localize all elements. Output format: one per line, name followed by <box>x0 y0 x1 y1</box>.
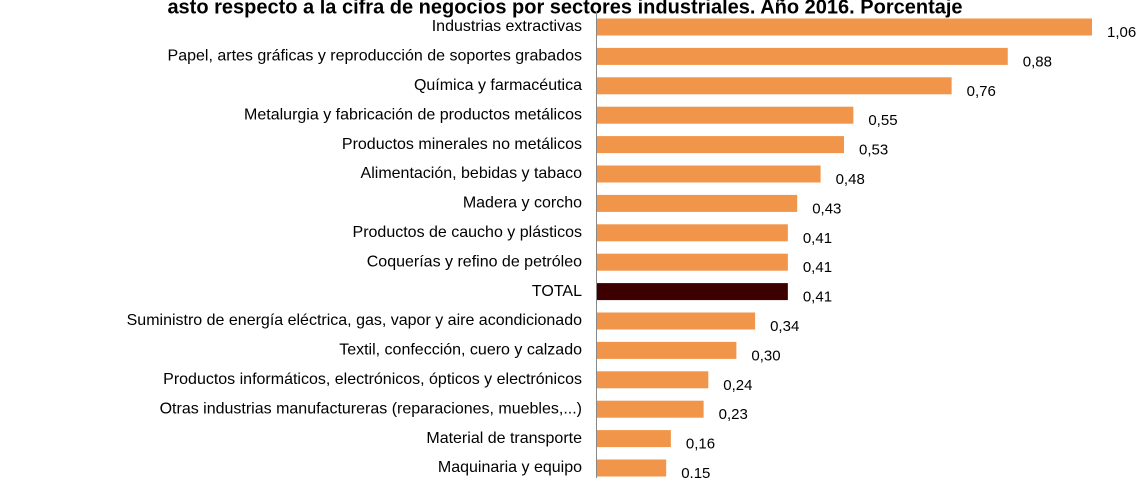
value-label: 0,16 <box>686 436 715 453</box>
value-label: 0,53 <box>859 142 888 159</box>
value-label: 0,24 <box>723 377 752 394</box>
bar <box>597 106 854 124</box>
value-label: 0,41 <box>803 230 832 247</box>
category-label: Maquinaria y equipo <box>438 459 582 476</box>
bar <box>597 371 709 389</box>
value-label: 0,55 <box>868 112 897 129</box>
category-label: Textil, confección, cuero y calzado <box>339 342 582 359</box>
bar <box>597 224 788 242</box>
value-label: 0,30 <box>751 347 780 364</box>
bar <box>597 400 704 418</box>
category-label: TOTAL <box>532 283 582 300</box>
value-label: 0,41 <box>803 259 832 276</box>
value-label: 0,23 <box>719 406 748 423</box>
bar <box>597 18 1092 36</box>
bar <box>597 194 798 212</box>
value-label: 0,48 <box>836 171 865 188</box>
bar <box>597 341 737 359</box>
category-label: Industrias extractivas <box>432 18 582 35</box>
value-label: 0,88 <box>1023 53 1052 70</box>
category-label: Papel, artes gráficas y reproducción de … <box>168 48 582 65</box>
bar <box>597 459 667 477</box>
bar <box>597 165 821 183</box>
category-label: Otras industrias manufactureras (reparac… <box>160 400 582 417</box>
category-label: Productos informáticos, electrónicos, óp… <box>163 371 582 388</box>
category-label: Material de transporte <box>426 430 582 447</box>
bar <box>597 312 756 330</box>
category-label: Productos minerales no metálicos <box>342 136 582 153</box>
chart-title: asto respecto a la cifra de negocios por… <box>167 0 962 18</box>
value-label: 0,41 <box>803 289 832 306</box>
category-label: Alimentación, bebidas y tabaco <box>361 165 583 182</box>
value-label: 0,15 <box>681 465 710 478</box>
bar <box>597 77 952 95</box>
value-label: 0,43 <box>812 200 841 217</box>
bar <box>597 47 1008 65</box>
value-label: 0,34 <box>770 318 799 335</box>
category-label: Productos de caucho y plásticos <box>353 224 582 241</box>
category-label: Metalurgia y fabricación de productos me… <box>244 106 582 123</box>
category-label: Coquerías y refino de petróleo <box>367 253 582 270</box>
bar <box>597 136 844 154</box>
category-label: Química y farmacéutica <box>414 77 582 94</box>
category-label: Madera y corcho <box>463 195 582 212</box>
bar <box>597 430 671 448</box>
bar <box>597 253 788 271</box>
category-label: Suministro de energía eléctrica, gas, va… <box>127 312 582 329</box>
bar <box>597 283 788 301</box>
value-label: 1,06 <box>1107 24 1136 41</box>
value-label: 0,76 <box>967 83 996 100</box>
